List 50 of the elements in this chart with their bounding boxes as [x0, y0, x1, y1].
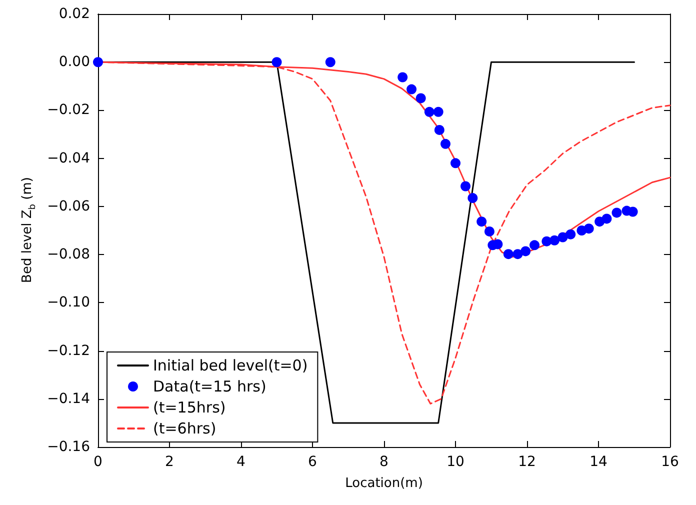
x-tick-label: 8 [380, 454, 388, 470]
point [468, 193, 478, 204]
x-axis-title: Location(m) [345, 476, 423, 491]
y-tick-label: 0.00 [58, 54, 90, 70]
x-tick-label: 14 [590, 454, 608, 470]
point [476, 216, 487, 227]
x-tick-label: 12 [518, 454, 536, 470]
point [520, 246, 531, 256]
x-tick-label: 16 [661, 454, 679, 470]
point [512, 249, 523, 260]
point [460, 181, 471, 192]
point [440, 138, 450, 149]
point [484, 226, 494, 236]
point [628, 206, 638, 217]
point [398, 72, 408, 82]
point [325, 57, 336, 68]
legend-label: Data(t=15 hrs) [153, 378, 266, 396]
point [492, 239, 503, 250]
y-tick-label: −0.14 [47, 390, 90, 407]
point [424, 106, 434, 117]
point [503, 249, 514, 260]
point [612, 208, 622, 218]
point [416, 93, 426, 104]
x-tick-label: 0 [94, 454, 102, 470]
y-tick-label: −0.08 [47, 246, 90, 263]
y-tick-label: −0.10 [47, 294, 90, 311]
y-tick-label: −0.16 [47, 439, 90, 455]
x-tick-label: 2 [165, 454, 174, 470]
point [272, 57, 282, 68]
legend-label: Initial bed level(t=0) [153, 356, 308, 374]
point [434, 124, 444, 135]
point [450, 158, 460, 168]
x-tick-label: 10 [446, 454, 464, 470]
x-tick-label: 6 [308, 454, 318, 470]
point [584, 224, 594, 234]
point [406, 84, 417, 94]
y-tick-label: 0.02 [58, 6, 90, 22]
y-tick-label: −0.04 [47, 150, 90, 166]
point [433, 106, 444, 117]
point [602, 214, 612, 224]
y-tick-label: −0.12 [47, 342, 90, 359]
point [530, 240, 540, 250]
point [550, 235, 560, 246]
point [566, 229, 576, 240]
y-tick-label: −0.02 [47, 102, 90, 118]
y-tick-label: −0.06 [47, 198, 90, 214]
legend-label: (t=15hrs) [153, 398, 226, 416]
legend-label: (t=6hrs) [153, 420, 216, 438]
x-tick-label: 4 [236, 454, 246, 470]
point [93, 57, 103, 68]
